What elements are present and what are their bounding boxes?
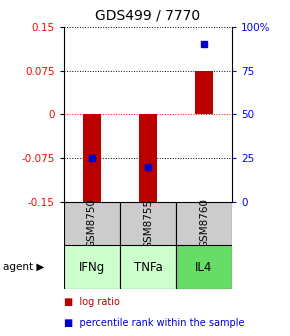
- Text: TNFa: TNFa: [133, 261, 162, 274]
- Text: ■  percentile rank within the sample: ■ percentile rank within the sample: [64, 318, 244, 328]
- Bar: [176, 202, 232, 245]
- Text: GSM8750: GSM8750: [87, 199, 97, 248]
- Bar: [64, 202, 120, 245]
- Bar: [139, 114, 157, 202]
- Bar: [64, 245, 120, 289]
- Bar: [176, 245, 232, 289]
- Text: GSM8755: GSM8755: [143, 198, 153, 249]
- Text: agent ▶: agent ▶: [3, 262, 44, 272]
- Text: GSM8760: GSM8760: [199, 199, 209, 248]
- Text: ■  log ratio: ■ log ratio: [64, 297, 120, 307]
- Bar: [83, 114, 101, 202]
- Text: IFNg: IFNg: [79, 261, 105, 274]
- Title: GDS499 / 7770: GDS499 / 7770: [95, 9, 200, 23]
- Bar: [120, 202, 176, 245]
- Bar: [195, 71, 213, 114]
- Text: IL4: IL4: [195, 261, 213, 274]
- Bar: [120, 245, 176, 289]
